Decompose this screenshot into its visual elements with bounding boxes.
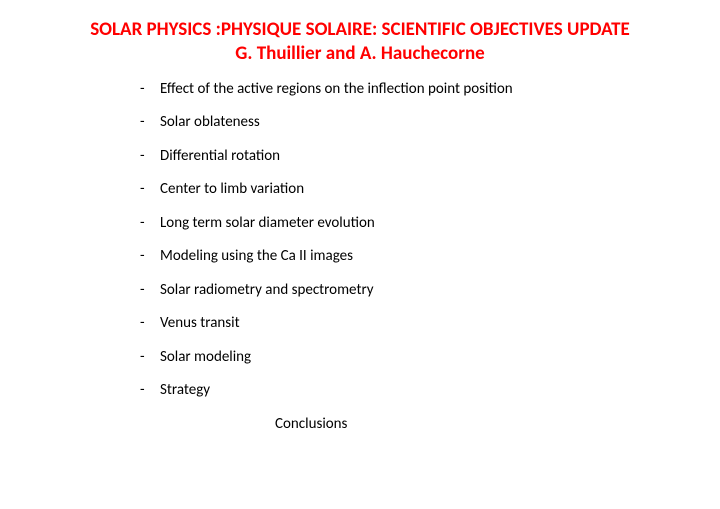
title-line-1: SOLAR PHYSICS :PHYSIQUE SOLAIRE: SCIENTI…	[40, 18, 680, 42]
list-item: -Solar oblateness	[140, 113, 640, 131]
bullet-marker: -	[140, 247, 160, 265]
list-item-text: Long term solar diameter evolution	[160, 214, 640, 232]
bullet-marker: -	[140, 314, 160, 332]
list-item: -Long term solar diameter evolution	[140, 214, 640, 232]
list-item: -Modeling using the Ca II images	[140, 247, 640, 265]
bullet-list: -Effect of the active regions on the inf…	[140, 80, 640, 400]
list-item-text: Effect of the active regions on the infl…	[160, 80, 640, 98]
bullet-marker: -	[140, 80, 160, 98]
list-item-text: Modeling using the Ca II images	[160, 247, 640, 265]
list-item-text: Differential rotation	[160, 147, 640, 165]
bullet-marker: -	[140, 281, 160, 299]
bullet-marker: -	[140, 147, 160, 165]
slide: SOLAR PHYSICS :PHYSIQUE SOLAIRE: SCIENTI…	[0, 0, 720, 509]
list-item: -Solar modeling	[140, 348, 640, 366]
list-item-text: Center to limb variation	[160, 180, 640, 198]
list-item: -Solar radiometry and spectrometry	[140, 281, 640, 299]
list-item: - Differential rotation	[140, 147, 640, 165]
bullet-marker: -	[140, 180, 160, 198]
list-item: -Center to limb variation	[140, 180, 640, 198]
list-item-text: Solar oblateness	[160, 113, 640, 131]
list-item-text: Solar radiometry and spectrometry	[160, 281, 640, 299]
list-item-text: Solar modeling	[160, 348, 640, 366]
bullet-marker: -	[140, 348, 160, 366]
list-item-text: Venus transit	[160, 314, 640, 332]
list-item-text: Strategy	[160, 381, 640, 399]
slide-title: SOLAR PHYSICS :PHYSIQUE SOLAIRE: SCIENTI…	[40, 18, 680, 66]
bullet-marker: -	[140, 214, 160, 232]
bullet-marker: -	[140, 113, 160, 131]
list-item: -Effect of the active regions on the inf…	[140, 80, 640, 98]
list-item: -Strategy	[140, 381, 640, 399]
list-item: -Venus transit	[140, 314, 640, 332]
bullet-marker: -	[140, 381, 160, 399]
conclusions-text: Conclusions	[275, 415, 680, 433]
title-line-2: G. Thuillier and A. Hauchecorne	[40, 42, 680, 66]
